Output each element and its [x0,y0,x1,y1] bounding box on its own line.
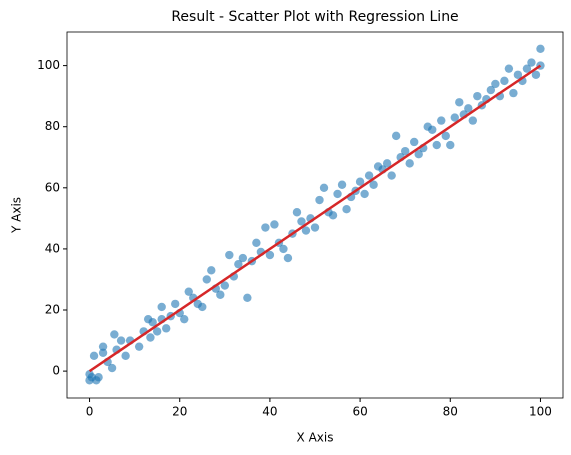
scatter-point [441,131,450,141]
y-axis-label: Y Axis [10,197,24,234]
scatter-point [238,253,248,263]
y-tick-label: 60 [45,180,60,194]
regression-line [88,64,542,373]
scatter-point [297,217,306,226]
scatter-point [301,226,311,235]
scatter-point [162,324,171,333]
x-tick-label: 0 [86,405,94,419]
scatter-point [491,79,500,89]
scatter-point [387,171,396,180]
scatter-point [414,150,423,159]
scatter-point [184,287,193,296]
scatter-point [157,302,166,312]
x-tick-label: 20 [172,405,187,419]
y-tick-label: 100 [37,58,60,72]
scatter-point [432,140,441,150]
scatter-point [216,290,225,299]
scatter-point [152,327,162,336]
y-tick-label: 0 [52,364,60,378]
scatter-point [202,275,211,284]
scatter-point [369,180,378,189]
scatter-point [437,116,446,125]
scatter-point [243,293,252,302]
scatter-point [391,131,401,141]
scatter-point [536,44,545,54]
scatter-point [207,266,216,275]
scatter-point [292,208,302,217]
y-tick-label: 20 [45,303,60,317]
scatter-point [252,238,261,248]
scatter-point [265,250,275,260]
chart-title: Result - Scatter Plot with Regression Li… [171,9,458,25]
scatter-point [234,259,243,269]
scatter-point [364,171,374,180]
scatter-point [513,70,523,79]
scatter-point [110,330,119,339]
scatter-point [428,125,437,134]
scatter-point [319,183,329,193]
scatter-point [531,70,541,79]
scatter-point [450,113,459,122]
scatter-point [400,146,410,156]
scatter-point [261,223,270,232]
x-tick-label: 40 [262,405,277,419]
y-tick-label: 40 [45,241,60,255]
scatter-point [270,220,279,229]
scatter-point [279,244,288,254]
scatter-point [148,318,157,327]
scatter-point [504,64,514,73]
scatter-point [146,333,155,342]
scatter-point [225,250,234,260]
scatter-point [98,348,108,357]
scatter-point [468,116,478,125]
x-tick-label: 60 [352,405,367,419]
scatter-point [522,64,532,73]
y-tick-label: 80 [45,119,60,133]
scatter-point [410,137,419,147]
scatter-point [342,204,351,214]
plot-frame [66,31,564,399]
scatter-point [283,253,293,263]
scatter-point [171,299,180,309]
scatter-point [107,363,117,373]
scatter-point [355,177,365,186]
scatter-point [337,180,347,189]
x-tick-label: 100 [529,405,552,419]
scatter-point [134,342,144,351]
scatter-point [446,140,455,150]
scatter-point [360,189,369,199]
scatter-point [500,76,509,86]
scatter-point [455,98,464,107]
scatter-point [328,211,338,220]
scatter-point [310,223,320,232]
scatter-point [382,159,392,168]
scatter-point [315,195,324,205]
scatter-point [89,351,99,361]
scatter-point [473,91,482,101]
scatter-point [464,104,473,113]
scatter-point [94,373,103,382]
scatter-point [180,314,189,324]
scatter-point [405,159,414,168]
scatter-point [198,302,207,312]
scatter-point [486,85,496,95]
scatter-point [509,88,518,98]
x-axis-label: X Axis [297,431,334,445]
scatter-point [121,351,130,361]
scatter-point [220,281,230,290]
x-tick-label: 80 [443,405,458,419]
scatter-point [116,336,126,345]
scatter-point [333,189,342,199]
scatter-point [527,58,536,67]
scatter-point [98,342,108,351]
